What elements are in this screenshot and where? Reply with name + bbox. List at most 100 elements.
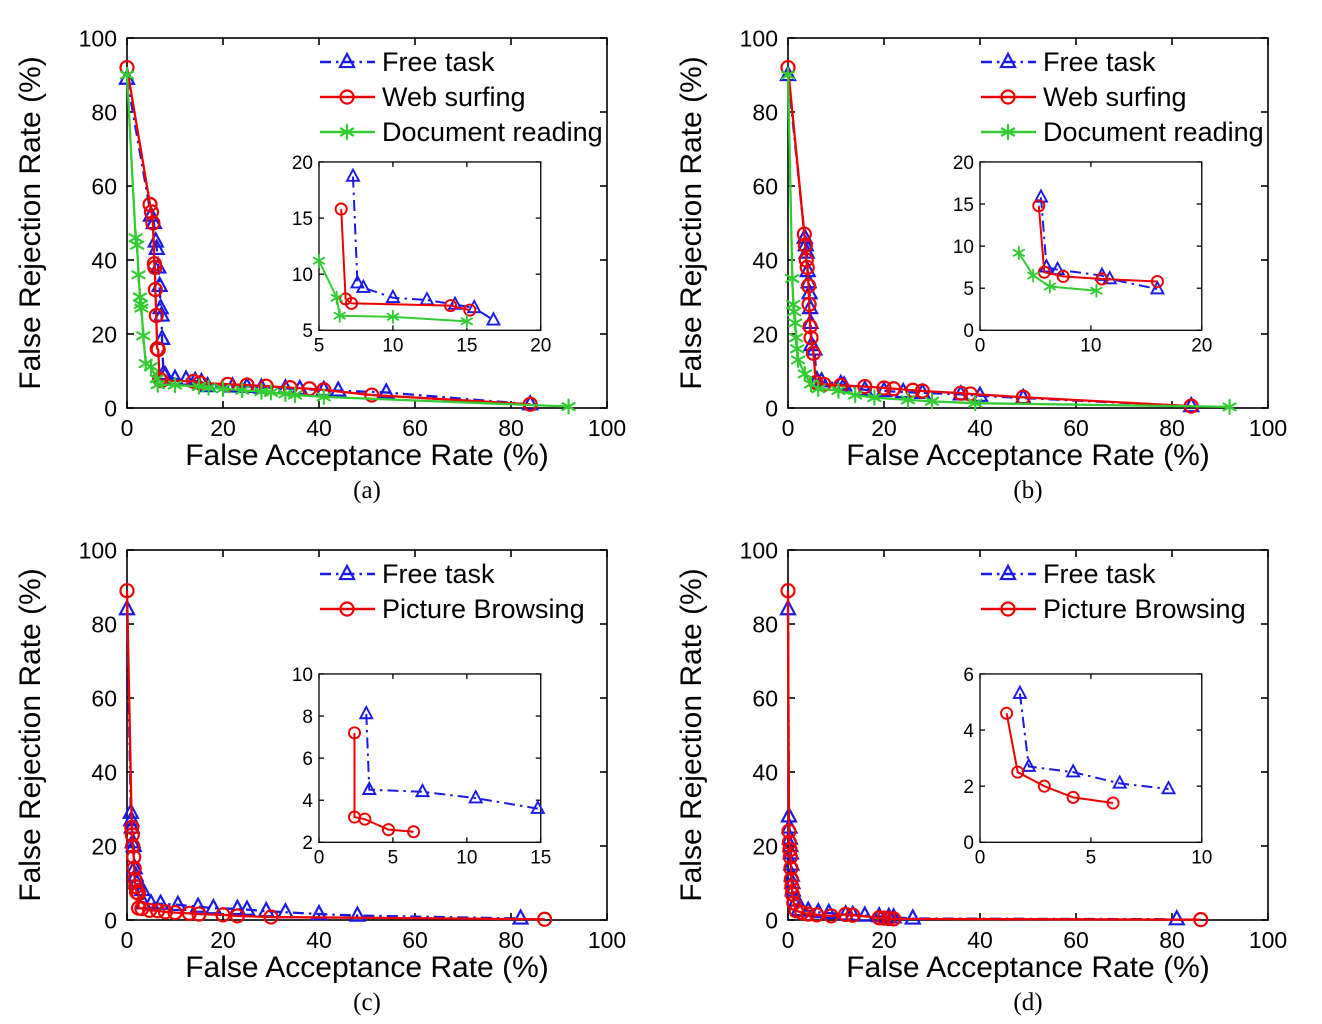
- y-axis-label: False Rejection Rate (%): [675, 568, 708, 901]
- svg-text:20: 20: [752, 833, 778, 859]
- svg-text:80: 80: [752, 99, 778, 125]
- svg-text:15: 15: [530, 847, 551, 868]
- chart-a-caption: (a): [353, 477, 381, 504]
- svg-text:100: 100: [79, 537, 117, 563]
- legend: Free task Web surfing Document reading: [981, 47, 1264, 147]
- inset-series-free-task: [1012, 684, 1177, 795]
- svg-text:20: 20: [1191, 335, 1212, 356]
- svg-text:20: 20: [91, 321, 117, 347]
- svg-text:100: 100: [588, 927, 626, 953]
- svg-text:0: 0: [121, 415, 134, 441]
- svg-text:Web surfing: Web surfing: [382, 82, 526, 112]
- svg-text:10: 10: [382, 335, 403, 356]
- svg-text:100: 100: [79, 25, 117, 51]
- svg-text:10: 10: [1080, 335, 1101, 356]
- svg-text:5: 5: [1086, 847, 1097, 868]
- svg-text:20: 20: [210, 415, 236, 441]
- svg-text:0: 0: [782, 415, 795, 441]
- chart-c-caption: (c): [353, 989, 381, 1016]
- inset-axes: 0 5 10 0 2 4 6: [963, 665, 1212, 869]
- svg-text:2: 2: [302, 833, 313, 854]
- chart-a-canvas: 0 20 40 60 80 100 0 20 40 60 80 100 False Acceptance…: [14, 25, 626, 472]
- inset-axes: 0 10 20 0 5 10 15 20: [953, 153, 1212, 357]
- svg-text:100: 100: [588, 415, 626, 441]
- x-axis-label: False Acceptance Rate (%): [185, 439, 549, 472]
- svg-text:4: 4: [302, 791, 313, 812]
- chart-c: 0 20 40 60 80 100 0 20 40 60 80 100 False Acceptance…: [0, 512, 661, 1024]
- svg-text:100: 100: [740, 537, 778, 563]
- inset-series-free-task: [358, 705, 546, 814]
- svg-text:0: 0: [963, 833, 974, 854]
- svg-text:60: 60: [402, 927, 428, 953]
- svg-text:60: 60: [1063, 415, 1089, 441]
- svg-text:0: 0: [121, 927, 134, 953]
- svg-text:80: 80: [91, 99, 117, 125]
- chart-b: 0 20 40 60 80 100 0 20 40 60 80 100 False Acceptance…: [661, 0, 1322, 512]
- svg-text:0: 0: [975, 847, 986, 868]
- svg-text:8: 8: [302, 707, 313, 728]
- svg-text:80: 80: [498, 415, 524, 441]
- svg-text:15: 15: [953, 195, 974, 216]
- svg-text:10: 10: [953, 237, 974, 258]
- svg-text:Free task: Free task: [382, 47, 495, 77]
- svg-text:60: 60: [91, 173, 117, 199]
- svg-text:Document reading: Document reading: [382, 117, 603, 147]
- svg-text:20: 20: [292, 153, 313, 174]
- svg-text:Picture Browsing: Picture Browsing: [382, 594, 585, 624]
- svg-text:60: 60: [1063, 927, 1089, 953]
- svg-text:60: 60: [752, 685, 778, 711]
- svg-text:20: 20: [752, 321, 778, 347]
- svg-text:20: 20: [91, 833, 117, 859]
- svg-text:10: 10: [292, 665, 313, 686]
- x-axis-label: False Acceptance Rate (%): [846, 439, 1210, 472]
- svg-text:0: 0: [963, 321, 974, 342]
- inset-series-document-reading: [1012, 245, 1103, 298]
- svg-text:20: 20: [210, 927, 236, 953]
- svg-text:80: 80: [1159, 927, 1185, 953]
- svg-text:10: 10: [456, 847, 477, 868]
- inset-series-document-reading: [312, 253, 474, 329]
- inset-axes: 5 10 15 20 5 10 15 20: [292, 153, 551, 357]
- svg-text:10: 10: [292, 265, 313, 286]
- chart-d: 0 20 40 60 80 100 0 20 40 60 80 100 False Acceptance…: [661, 512, 1322, 1024]
- svg-text:60: 60: [402, 415, 428, 441]
- chart-b-caption: (b): [1013, 477, 1043, 504]
- svg-text:5: 5: [963, 279, 974, 300]
- y-axis-label: False Rejection Rate (%): [14, 56, 47, 389]
- svg-text:5: 5: [388, 847, 399, 868]
- svg-text:0: 0: [765, 907, 778, 933]
- svg-text:Free task: Free task: [1043, 559, 1156, 589]
- svg-text:40: 40: [752, 247, 778, 273]
- svg-text:40: 40: [967, 415, 993, 441]
- inset-series-web-surfing: [334, 202, 477, 317]
- svg-text:4: 4: [963, 721, 974, 742]
- svg-text:0: 0: [314, 847, 325, 868]
- svg-text:Document reading: Document reading: [1043, 117, 1264, 147]
- svg-text:80: 80: [752, 611, 778, 637]
- svg-text:60: 60: [752, 173, 778, 199]
- inset-axes: 0 5 10 15 2 4 6 8 10: [292, 665, 551, 869]
- svg-text:100: 100: [740, 25, 778, 51]
- svg-text:20: 20: [530, 335, 551, 356]
- svg-text:0: 0: [104, 907, 117, 933]
- svg-text:15: 15: [456, 335, 477, 356]
- svg-text:0: 0: [765, 395, 778, 421]
- svg-text:40: 40: [967, 927, 993, 953]
- svg-text:80: 80: [91, 611, 117, 637]
- legend: Free task Picture Browsing: [981, 559, 1246, 624]
- svg-text:100: 100: [1249, 415, 1287, 441]
- series-document-reading: [780, 66, 1237, 415]
- svg-text:40: 40: [306, 415, 332, 441]
- svg-text:0: 0: [782, 927, 795, 953]
- chart-d-caption: (d): [1013, 989, 1043, 1016]
- svg-text:10: 10: [1191, 847, 1212, 868]
- svg-text:15: 15: [292, 209, 313, 230]
- svg-text:20: 20: [871, 415, 897, 441]
- legend: Free task Picture Browsing: [320, 559, 585, 624]
- inset-series-picture-browsing: [1000, 706, 1120, 810]
- y-axis-label: False Rejection Rate (%): [14, 568, 47, 901]
- svg-text:Web surfing: Web surfing: [1043, 82, 1187, 112]
- svg-text:40: 40: [752, 759, 778, 785]
